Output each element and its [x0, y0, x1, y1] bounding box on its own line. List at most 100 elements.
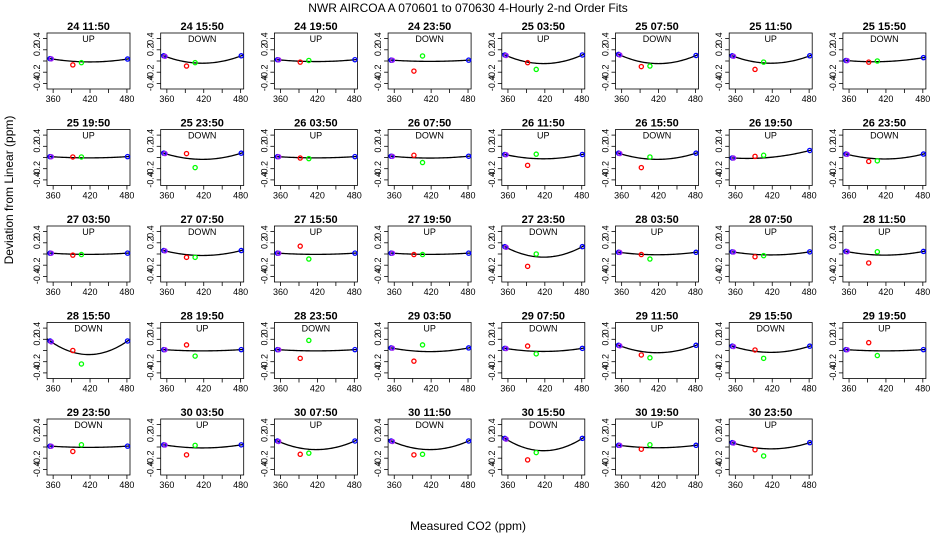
y-tick-label: 0.4 [32, 129, 42, 142]
x-tick-label: 480 [119, 384, 134, 394]
panel-direction: UP [310, 131, 323, 141]
panel-title: 29 15:50 [749, 311, 792, 323]
y-tick-label: -0.4 [259, 76, 269, 92]
panel-title: 27 19:50 [408, 214, 451, 226]
point-purple [48, 56, 55, 62]
fit-curve [388, 155, 472, 159]
y-tick-label: -0.2 [259, 450, 269, 466]
y-axis-title: Deviation from Linear (ppm) [2, 116, 16, 265]
point-red [524, 343, 531, 349]
fit-curve [46, 338, 131, 356]
x-tick-label: 420 [765, 94, 780, 104]
y-tick-label: 0.2 [259, 430, 269, 443]
point-green [874, 158, 881, 164]
fit-curve [46, 155, 131, 159]
x-tick-label: 360 [728, 384, 743, 394]
panel-direction: DOWN [415, 131, 444, 141]
x-tick-label: 480 [688, 191, 703, 201]
point-blue-high [920, 346, 927, 353]
panel-title: 29 11:50 [636, 311, 679, 323]
y-tick-label: 0.4 [828, 32, 838, 45]
point-green [533, 351, 539, 357]
panel-title: 24 15:50 [180, 21, 223, 33]
y-tick-label: 0.4 [601, 129, 611, 142]
panel-direction: DOWN [302, 324, 331, 334]
panel-direction: DOWN [415, 420, 444, 430]
y-tick-label: -0.2 [828, 64, 838, 80]
point-purple [503, 345, 509, 352]
panel-title: 26 03:50 [294, 118, 337, 130]
point-blue-high [806, 343, 813, 349]
x-tick-label: 420 [878, 287, 893, 297]
point-blue-high [238, 53, 244, 59]
point-green [192, 442, 198, 449]
y-tick-label: -0.4 [828, 269, 838, 285]
y-tick-label: -0.4 [146, 269, 156, 285]
x-tick-label: 480 [461, 480, 476, 490]
point-green [419, 159, 426, 166]
panel-title: 24 23:50 [408, 21, 451, 33]
y-tick-label: -0.2 [146, 257, 156, 273]
y-tick-label: 0.4 [487, 418, 497, 431]
point-red [524, 263, 531, 270]
y-tick-label: -0.4 [32, 365, 42, 381]
x-tick-label: 420 [878, 191, 893, 201]
y-tick-label: -0.4 [828, 172, 838, 188]
panel-direction: DOWN [529, 420, 558, 430]
panel-title: 25 15:50 [863, 21, 906, 33]
point-red [411, 251, 417, 258]
point-blue-high [124, 250, 131, 256]
x-tick-label: 480 [915, 384, 930, 394]
point-blue-high [465, 438, 472, 444]
point-red [70, 154, 76, 160]
point-red [411, 452, 417, 458]
panel-title: 28 15:50 [67, 311, 110, 323]
y-tick-label: -0.2 [373, 354, 383, 370]
y-tick-label: 0.2 [828, 140, 838, 153]
y-tick-label: 0.4 [259, 322, 269, 335]
x-tick-label: 420 [310, 480, 325, 490]
panel-title: 28 11:50 [863, 214, 906, 226]
y-tick-label: 0.4 [373, 418, 383, 431]
point-green [78, 361, 85, 367]
point-red [297, 355, 303, 362]
point-blue-high [579, 345, 586, 352]
y-tick-label: -0.4 [259, 172, 269, 188]
x-tick-label: 420 [537, 384, 552, 394]
y-tick-label: -0.4 [601, 365, 611, 381]
fit-curve [46, 445, 131, 449]
point-green [647, 63, 653, 69]
panel-title: 25 19:50 [67, 118, 110, 130]
y-tick-label: 0.2 [373, 237, 383, 250]
panel-title: 27 15:50 [294, 214, 337, 226]
fit-curve [388, 252, 472, 256]
point-blue-high [806, 147, 813, 154]
y-tick-label: -0.4 [487, 76, 497, 92]
fit-curve [160, 249, 244, 257]
chart-title: NWR AIRCOA A 070601 to 070630 4-Hourly 2… [308, 1, 628, 15]
point-blue-high [124, 153, 131, 160]
y-tick-label: 0.4 [146, 225, 156, 238]
y-tick-label: 0.2 [601, 237, 611, 250]
x-tick-label: 480 [688, 94, 703, 104]
point-blue-high [693, 249, 699, 256]
panel-title: 30 15:50 [522, 407, 565, 419]
panel-direction: UP [764, 131, 777, 141]
y-tick-label: 0.2 [487, 430, 497, 443]
panel-direction: UP [82, 34, 95, 44]
x-axis-title: Measured CO2 (ppm) [410, 519, 526, 533]
x-tick-label: 360 [159, 191, 174, 201]
panel-title: 26 23:50 [863, 118, 906, 130]
point-blue-high [352, 250, 358, 256]
point-blue-high [693, 150, 699, 156]
